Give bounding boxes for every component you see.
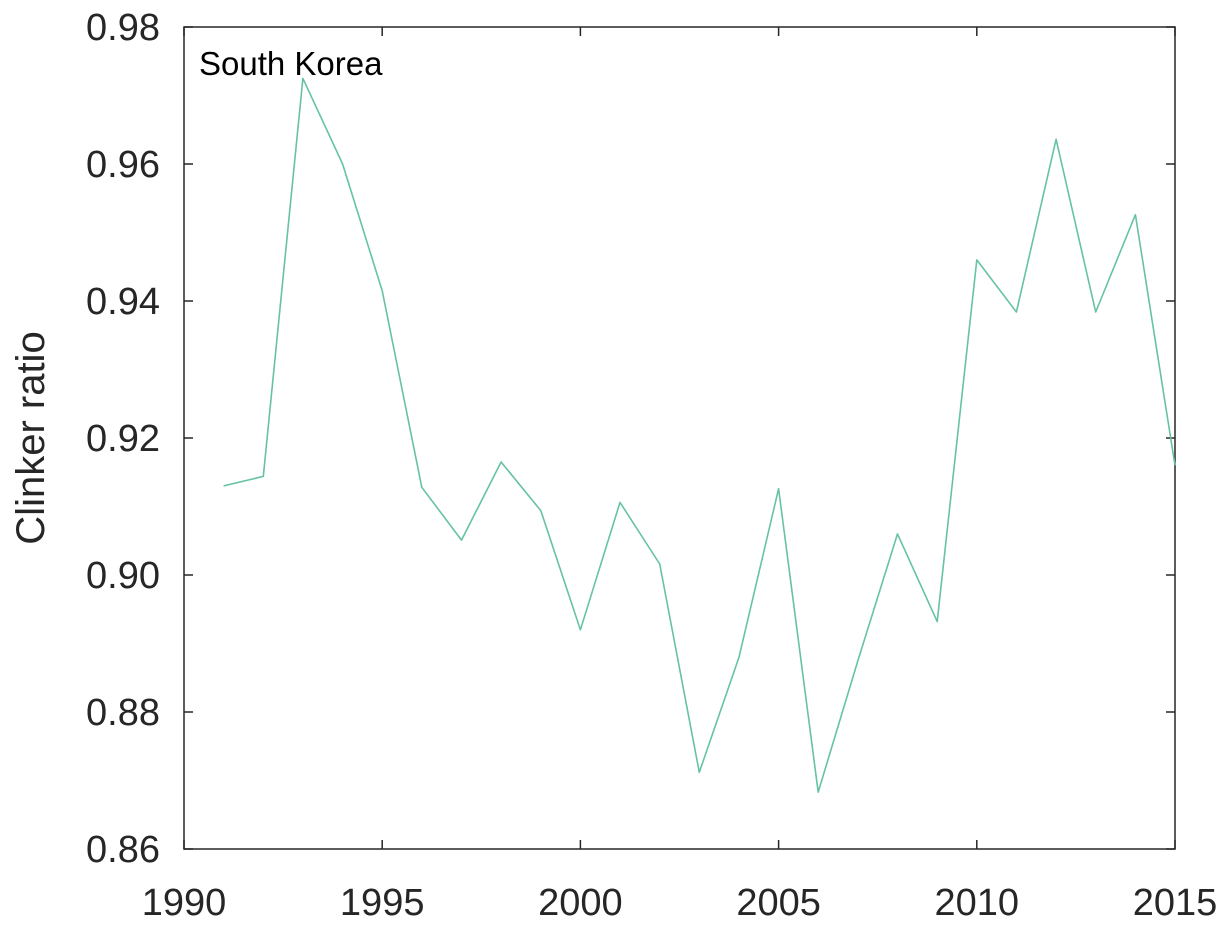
x-tick-label: 1990 (142, 882, 227, 924)
y-tick-label: 0.90 (86, 555, 160, 597)
y-tick-label: 0.96 (86, 144, 160, 186)
y-axis: 0.86 0.88 0.90 0.92 0.94 0.96 0.98 (86, 7, 1175, 871)
y-tick-label: 0.92 (86, 418, 160, 460)
plot-area (183, 26, 1176, 850)
x-axis: 1990 1995 2000 2005 2010 2015 (142, 27, 1218, 924)
y-tick-label: 0.88 (86, 692, 160, 734)
y-tick-label: 0.86 (86, 829, 160, 871)
x-tick-label: 1995 (340, 882, 425, 924)
x-tick-label: 2000 (538, 882, 623, 924)
country-annotation: South Korea (199, 45, 383, 82)
x-tick-label: 2015 (1133, 882, 1218, 924)
series-layer (223, 77, 1176, 793)
x-tick-label: 2005 (736, 882, 821, 924)
y-axis-title: Clinker ratio (9, 331, 53, 544)
y-tick-label: 0.98 (86, 7, 160, 49)
y-tick-label: 0.94 (86, 281, 160, 323)
series-line (223, 77, 1176, 793)
x-tick-label: 2010 (935, 882, 1020, 924)
